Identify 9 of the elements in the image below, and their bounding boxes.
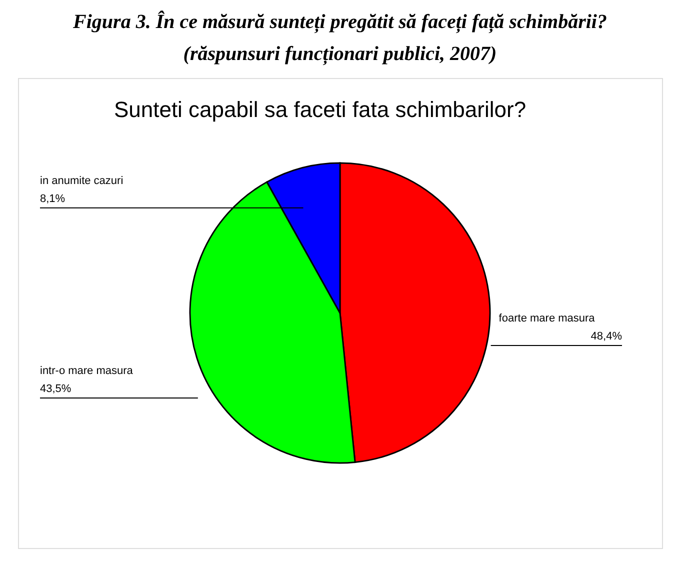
chart-title: Figura 3. În ce măsură sunteți pregătit să faceți față schimbării? — [72, 10, 607, 34]
chart-subtitle: (răspunsuri funcționari publici, 2007) — [183, 43, 497, 66]
slice-label: intr-o mare masura — [40, 365, 134, 378]
data-label: 43,5% — [40, 383, 72, 396]
data-label: 8,1% — [40, 192, 66, 205]
data-label: 48,4% — [590, 330, 622, 342]
slice-label: foarte mare masura — [498, 312, 596, 324]
text: Sunteti capabil sa faceti fata schimbarilor? — [114, 97, 526, 122]
slice-label: in anumite cazuri — [40, 174, 124, 187]
